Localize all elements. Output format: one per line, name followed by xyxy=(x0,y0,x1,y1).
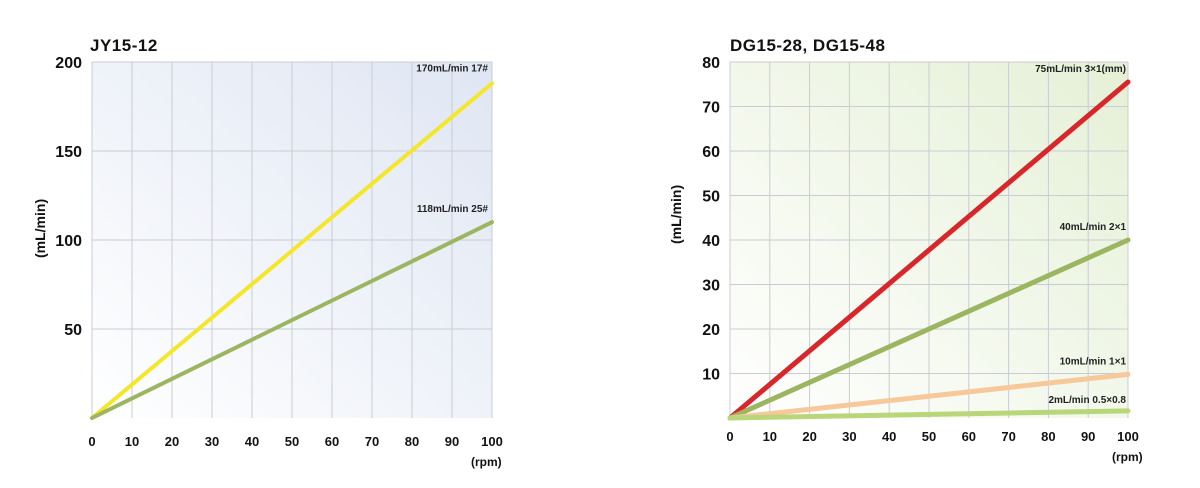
series-label: 40mL/min 2×1 xyxy=(1060,222,1127,233)
x-tick-label: 80 xyxy=(405,434,419,449)
x-tick-label: 50 xyxy=(922,429,936,444)
series-line xyxy=(90,81,494,420)
x-tick-label: 80 xyxy=(1041,429,1055,444)
chart-title: DG15-28, DG15-48 xyxy=(730,36,886,55)
x-tick-label: 60 xyxy=(325,434,339,449)
x-tick-label: 90 xyxy=(445,434,459,449)
x-tick-label: 100 xyxy=(481,434,503,449)
y-tick-label: 20 xyxy=(702,322,720,339)
x-tick-label: 40 xyxy=(882,429,896,444)
x-tick-label: 0 xyxy=(726,429,733,444)
x-tick-label: 40 xyxy=(245,434,259,449)
x-tick-label: 0 xyxy=(88,434,95,449)
series-label: 75mL/min 3×1(mm) xyxy=(1035,64,1126,75)
x-tick-label: 20 xyxy=(802,429,816,444)
series-line xyxy=(727,408,1131,421)
x-tick-label: 90 xyxy=(1081,429,1095,444)
x-tick-label: 10 xyxy=(125,434,139,449)
x-axis-unit: (rpm) xyxy=(1112,450,1143,464)
y-tick-label: 150 xyxy=(55,144,82,161)
y-tick-label: 80 xyxy=(702,55,720,72)
series-label: 118mL/min 25# xyxy=(417,204,489,215)
chart-dg15: DG15-28, DG15-48 (mL/min) (rpm) 0 10 20 30 4… xyxy=(620,0,1200,488)
y-tick-label: 70 xyxy=(702,100,720,117)
chart-plot-jy15-12: 0 10 20 30 40 50 60 70 80 90 100 50 100 150 200 170mL/m… xyxy=(55,55,503,449)
y-tick-label: 10 xyxy=(702,367,720,384)
series-label: 2mL/min 0.5×0.8 xyxy=(1048,395,1126,406)
x-tick-label: 60 xyxy=(962,429,976,444)
x-tick-label: 50 xyxy=(285,434,299,449)
x-tick-label: 70 xyxy=(1001,429,1015,444)
y-tick-label: 60 xyxy=(702,144,720,161)
chart-plot-dg15: 0 10 20 30 40 50 60 70 80 90 100 10 20 30 40 50 60 70 80 75… xyxy=(702,55,1139,444)
x-tick-label: 70 xyxy=(365,434,379,449)
series-label: 170mL/min 17# xyxy=(416,63,488,74)
y-tick-label: 200 xyxy=(55,55,82,72)
chart-jy15-12: JY15-12 (mL/min) (rpm) 0 10 20 30 40 50 60 70 80… xyxy=(32,36,503,469)
x-tick-label: 10 xyxy=(763,429,777,444)
series-line xyxy=(90,220,494,420)
x-tick-label: 30 xyxy=(205,434,219,449)
y-tick-label: 100 xyxy=(55,233,82,250)
series-label: 10mL/min 1×1 xyxy=(1060,356,1127,367)
series-line xyxy=(727,371,1131,421)
y-tick-label: 40 xyxy=(702,233,720,250)
y-tick-label: 50 xyxy=(64,322,82,339)
series-line xyxy=(727,79,1131,421)
chart-title: JY15-12 xyxy=(90,36,158,55)
x-axis-unit: (rpm) xyxy=(471,455,502,469)
x-tick-label: 30 xyxy=(842,429,856,444)
y-tick-label: 50 xyxy=(702,189,720,206)
x-tick-label: 100 xyxy=(1117,429,1139,444)
y-tick-label: 30 xyxy=(702,278,720,295)
x-tick-label: 20 xyxy=(165,434,179,449)
series-line xyxy=(727,237,1131,421)
